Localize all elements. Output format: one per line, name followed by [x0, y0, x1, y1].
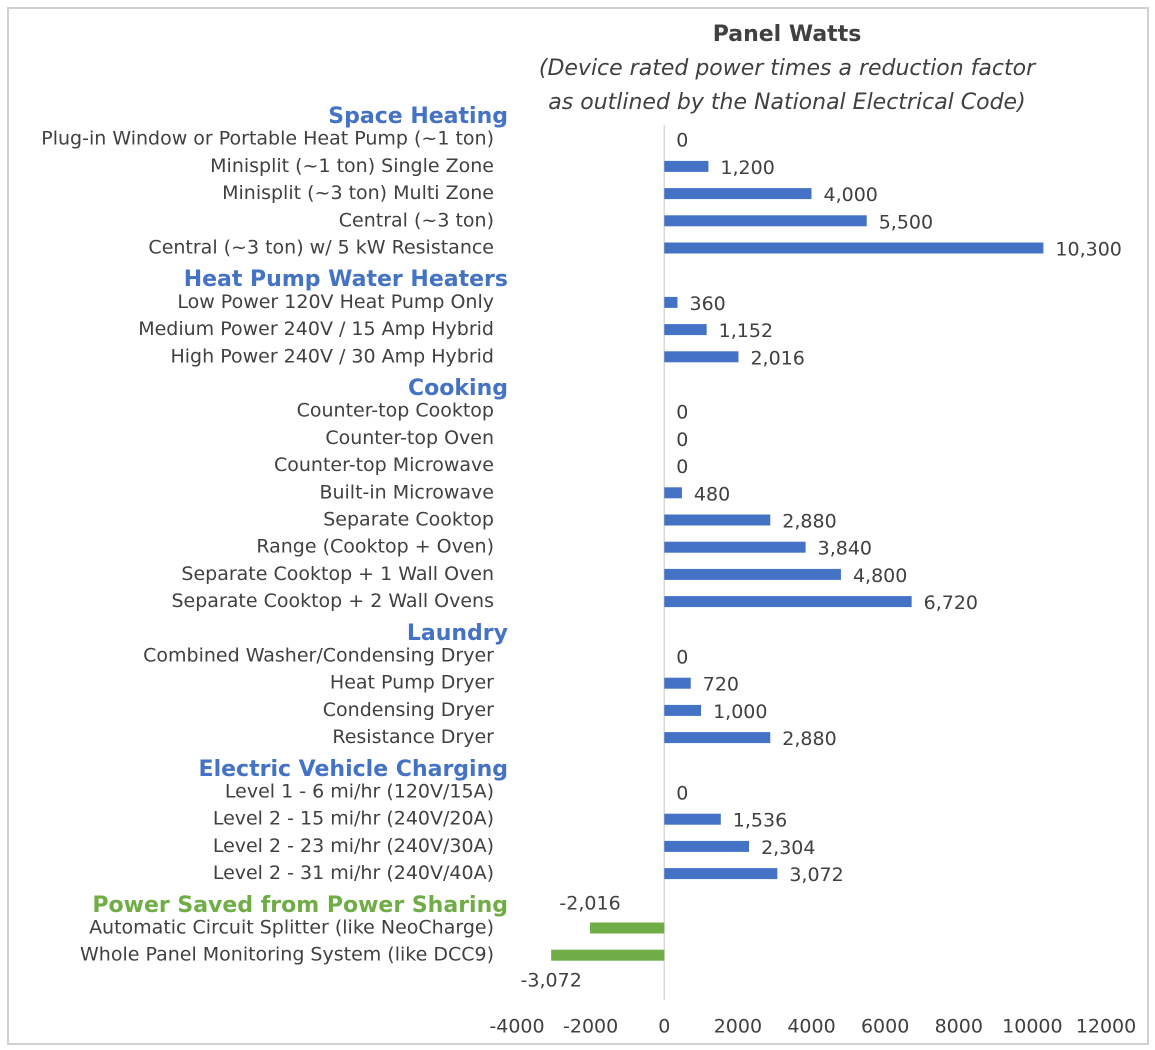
category-label: Separate Cooktop	[323, 509, 494, 531]
bar	[664, 160, 709, 172]
bar	[664, 487, 682, 499]
value-label: 0	[676, 402, 688, 424]
value-label: 0	[676, 647, 688, 669]
category-label: Medium Power 240V / 15 Amp Hybrid	[138, 318, 494, 340]
group-header: Cooking	[408, 376, 508, 401]
bar	[664, 215, 867, 227]
value-label: 1,200	[720, 157, 774, 179]
value-label: 0	[676, 783, 688, 805]
x-tick-label: 12000	[1076, 1016, 1136, 1038]
group-header: Heat Pump Water Heaters	[184, 267, 508, 292]
group-header: Electric Vehicle Charging	[199, 757, 508, 782]
chart-subtitle: (Device rated power times a reduction fa…	[539, 56, 1037, 81]
chart-border	[7, 7, 1149, 1045]
value-label: 1,536	[733, 810, 787, 832]
value-label: 10,300	[1055, 239, 1121, 261]
x-tick-label: -4000	[489, 1016, 544, 1038]
x-tick-label: 4000	[787, 1016, 835, 1038]
value-label: 0	[676, 456, 688, 478]
category-label: Separate Cooktop + 2 Wall Ovens	[171, 590, 494, 612]
bar	[664, 677, 691, 689]
category-label: Range (Cooktop + Oven)	[256, 536, 494, 558]
bar	[664, 568, 841, 580]
category-label: Separate Cooktop + 1 Wall Oven	[181, 563, 494, 585]
bar	[664, 188, 812, 200]
bar	[664, 596, 912, 608]
value-label: 1,152	[719, 320, 773, 342]
value-label: 480	[694, 483, 730, 505]
category-label: High Power 240V / 30 Amp Hybrid	[170, 345, 494, 367]
category-label: Resistance Dryer	[332, 726, 494, 748]
bar	[664, 840, 750, 852]
value-label: 3,072	[789, 864, 843, 886]
x-tick-label: 2000	[714, 1016, 762, 1038]
bar	[664, 868, 778, 880]
x-tick-label: -2000	[563, 1016, 618, 1038]
x-tick-label: 0	[658, 1016, 670, 1038]
bar	[664, 732, 771, 744]
value-label: 1,000	[713, 701, 767, 723]
value-label: 3,840	[818, 538, 872, 560]
bar	[664, 351, 739, 363]
category-label: Built-in Microwave	[319, 481, 494, 503]
value-label: 0	[676, 429, 688, 451]
group-header: Power Saved from Power Sharing	[92, 893, 508, 918]
category-label: Minisplit (~3 ton) Multi Zone	[222, 182, 494, 204]
bar	[664, 324, 707, 336]
category-label: Central (~3 ton)	[339, 209, 494, 231]
category-label: Plug-in Window or Portable Heat Pump (~1…	[41, 128, 494, 150]
chart-subtitle: as outlined by the National Electrical C…	[548, 90, 1025, 115]
category-label: Counter-top Cooktop	[297, 400, 494, 422]
value-label: -2,016	[559, 893, 620, 915]
value-label: 4,800	[853, 565, 907, 587]
value-label: 360	[690, 293, 726, 315]
value-label: 2,880	[782, 728, 836, 750]
value-label: 0	[676, 130, 688, 152]
x-tick-label: 8000	[935, 1016, 983, 1038]
chart-title: Panel Watts	[713, 22, 862, 47]
value-label: 2,016	[750, 347, 804, 369]
value-label: 2,880	[782, 511, 836, 533]
bar	[664, 514, 771, 526]
value-label: 4,000	[824, 184, 878, 206]
value-label: 720	[703, 674, 739, 696]
bar	[664, 242, 1044, 254]
category-label: Whole Panel Monitoring System (like DCC9…	[80, 944, 494, 966]
value-label: 5,500	[879, 211, 933, 233]
bar	[664, 541, 806, 553]
bar	[664, 704, 702, 716]
bar	[664, 296, 678, 308]
category-label: Counter-top Microwave	[274, 454, 494, 476]
category-label: Central (~3 ton) w/ 5 kW Resistance	[148, 237, 494, 259]
value-label: -3,072	[521, 970, 582, 992]
x-tick-label: 6000	[861, 1016, 909, 1038]
category-label: Condensing Dryer	[323, 699, 494, 721]
value-label: 2,304	[761, 837, 815, 859]
category-label: Counter-top Oven	[325, 427, 494, 449]
category-label: Low Power 120V Heat Pump Only	[177, 291, 494, 313]
category-label: Minisplit (~1 ton) Single Zone	[210, 155, 494, 177]
category-label: Automatic Circuit Splitter (like NeoChar…	[89, 917, 494, 939]
category-label: Level 2 - 31 mi/hr (240V/40A)	[213, 862, 494, 884]
bar	[551, 949, 665, 961]
bar	[590, 922, 665, 934]
x-tick-label: 10000	[1002, 1016, 1062, 1038]
category-label: Combined Washer/Condensing Dryer	[143, 645, 494, 667]
bar	[664, 813, 721, 825]
group-header: Space Heating	[328, 104, 508, 129]
category-label: Level 1 - 6 mi/hr (120V/15A)	[225, 781, 494, 803]
category-label: Level 2 - 15 mi/hr (240V/20A)	[213, 808, 494, 830]
group-header: Laundry	[407, 621, 508, 646]
value-label: 6,720	[924, 592, 978, 614]
category-label: Level 2 - 23 mi/hr (240V/30A)	[213, 835, 494, 857]
category-label: Heat Pump Dryer	[330, 672, 494, 694]
